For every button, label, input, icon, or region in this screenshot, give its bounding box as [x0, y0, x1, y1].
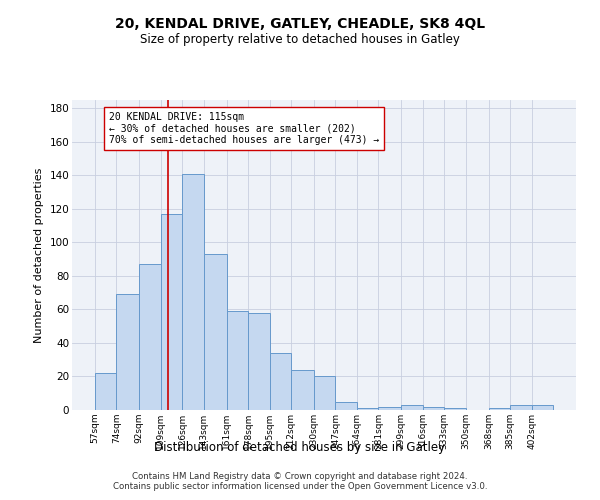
Bar [357, 408, 379, 410]
Bar [248, 313, 269, 410]
Text: Size of property relative to detached houses in Gatley: Size of property relative to detached ho… [140, 32, 460, 46]
Bar [335, 402, 357, 410]
Bar [423, 406, 444, 410]
Bar [182, 174, 204, 410]
Text: Contains public sector information licensed under the Open Government Licence v3: Contains public sector information licen… [113, 482, 487, 491]
Bar [161, 214, 182, 410]
Bar [314, 376, 335, 410]
Bar [532, 405, 553, 410]
Text: 20 KENDAL DRIVE: 115sqm
← 30% of detached houses are smaller (202)
70% of semi-d: 20 KENDAL DRIVE: 115sqm ← 30% of detache… [109, 112, 379, 145]
Y-axis label: Number of detached properties: Number of detached properties [34, 168, 44, 342]
Bar [488, 408, 510, 410]
Text: Contains HM Land Registry data © Crown copyright and database right 2024.: Contains HM Land Registry data © Crown c… [132, 472, 468, 481]
Bar [95, 373, 116, 410]
Bar [379, 406, 401, 410]
Bar [204, 254, 227, 410]
Bar [269, 353, 291, 410]
Bar [227, 311, 248, 410]
Text: Distribution of detached houses by size in Gatley: Distribution of detached houses by size … [154, 441, 446, 454]
Bar [444, 408, 466, 410]
Bar [401, 405, 423, 410]
Bar [116, 294, 139, 410]
Text: 20, KENDAL DRIVE, GATLEY, CHEADLE, SK8 4QL: 20, KENDAL DRIVE, GATLEY, CHEADLE, SK8 4… [115, 18, 485, 32]
Bar [510, 405, 532, 410]
Bar [291, 370, 314, 410]
Bar [139, 264, 161, 410]
